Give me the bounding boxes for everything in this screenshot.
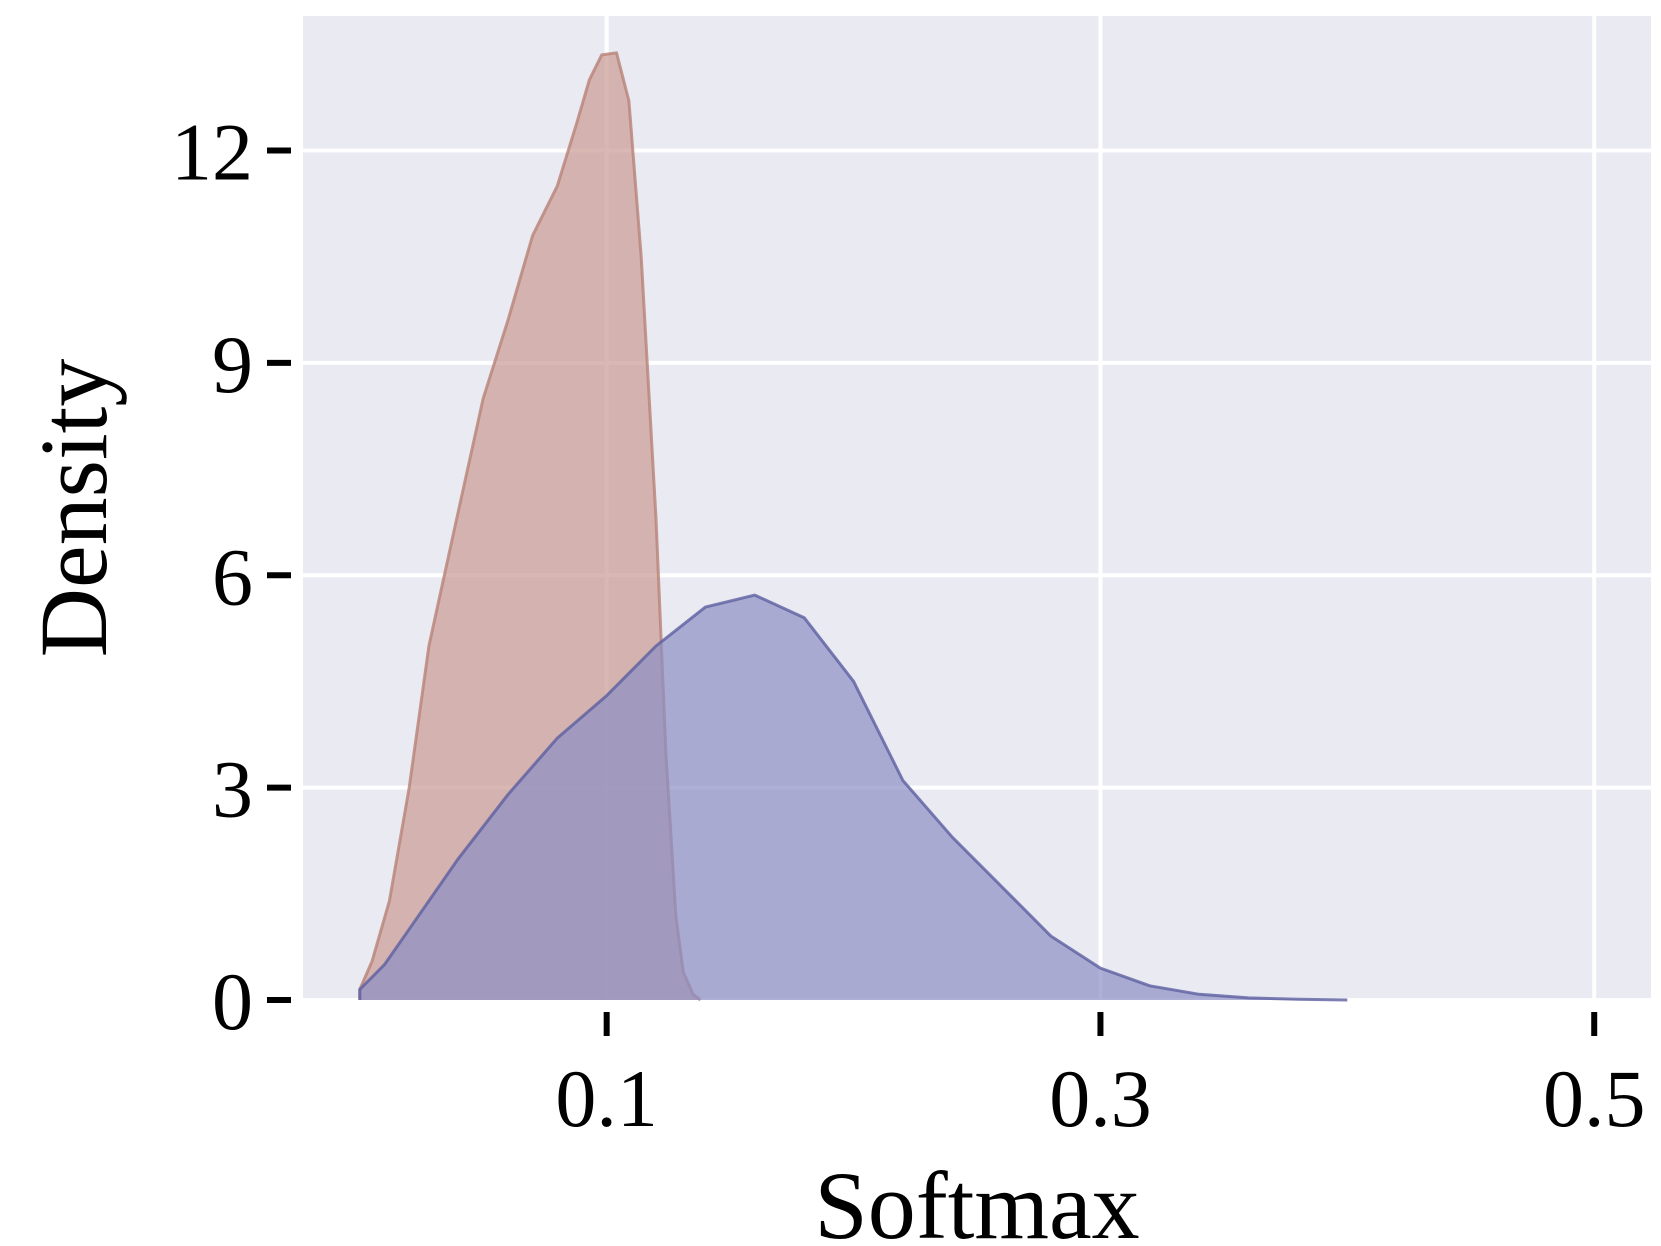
- x-tick-label: 0.1: [555, 1053, 658, 1144]
- y-tick-label: 3: [212, 744, 253, 835]
- y-axis-title: Density: [20, 359, 127, 658]
- x-tick-label: 0.5: [1543, 1053, 1646, 1144]
- y-tick-label: 12: [171, 107, 253, 198]
- y-tick-label: 9: [212, 319, 253, 410]
- density-line-2: [358, 593, 1348, 1002]
- y-tick-label: 6: [212, 531, 253, 622]
- axis-ticks: 0.1 0.3 0.5 0 3 6 9 12: [171, 107, 1645, 1144]
- x-axis-title: Softmax: [814, 1152, 1139, 1246]
- y-tick-label: 0: [212, 956, 253, 1047]
- x-tick-label: 0.3: [1049, 1053, 1152, 1144]
- density-curves: [358, 51, 1348, 1002]
